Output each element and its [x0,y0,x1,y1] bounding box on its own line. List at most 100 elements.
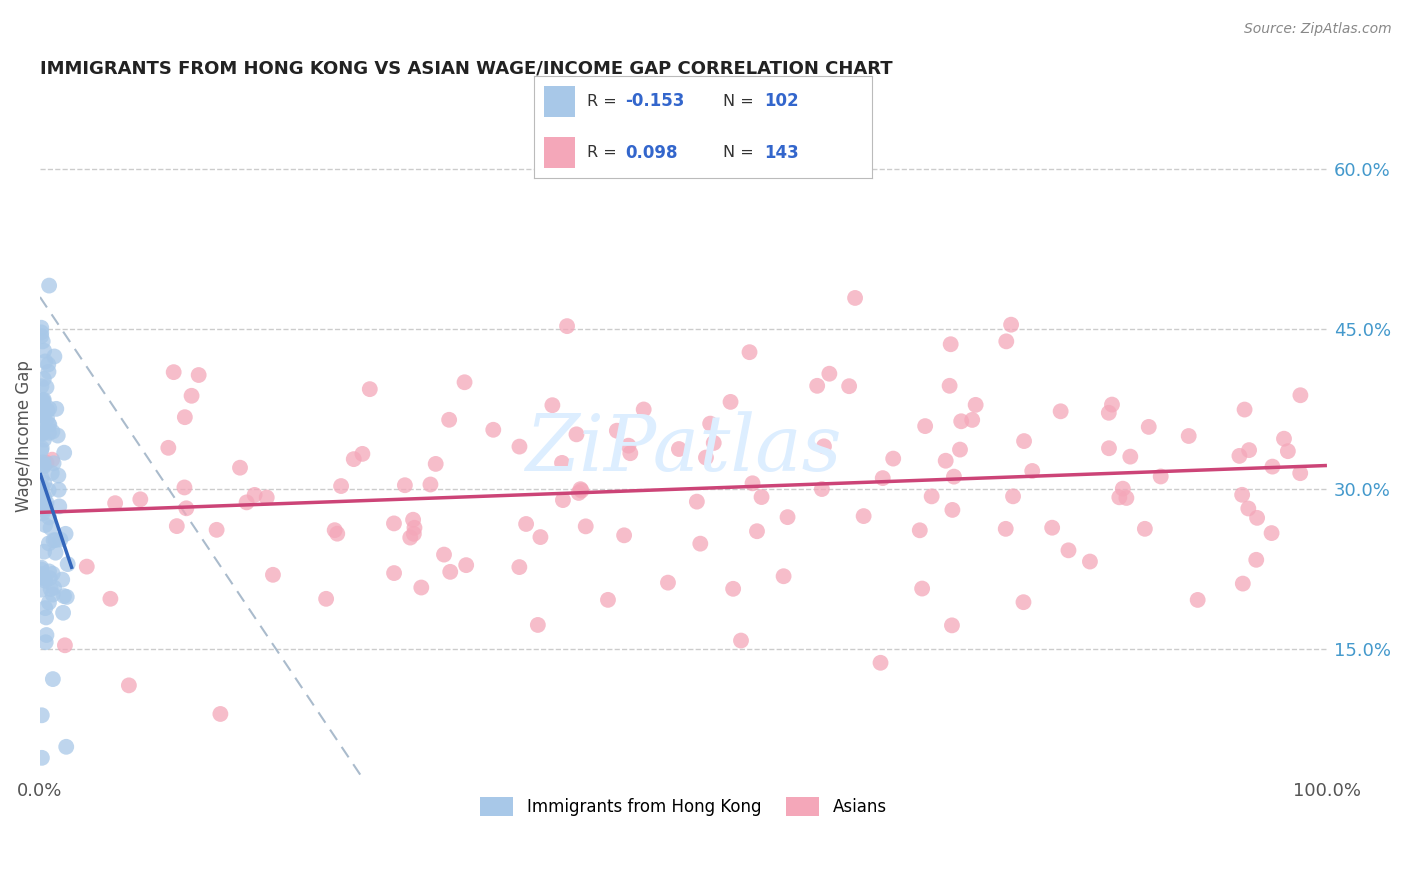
Point [541,398,564,412]
Point [30,379,52,393]
Point [35,411,58,425]
Point [32,410,55,425]
Point [995,334,1018,349]
Point [575,519,598,533]
Point [48,500,70,514]
Point [31,708,53,723]
Point [326,526,349,541]
Point [941,618,963,632]
Point [619,446,641,460]
Point [529,530,551,544]
Point [157,441,180,455]
Point [1049,404,1071,418]
Point [56,557,79,571]
Point [41,466,63,480]
Point [46,428,69,442]
Point [1260,526,1282,541]
Point [30,560,52,574]
Point [315,591,337,606]
Point [382,516,405,531]
Point [30,567,52,582]
Point [730,633,752,648]
Point [950,414,973,428]
Point [1108,491,1130,505]
Point [1040,521,1063,535]
Point [30,326,52,340]
Point [935,454,957,468]
Point [30,401,52,416]
Point [35,610,58,624]
Point [55,526,77,541]
Point [235,495,257,509]
Point [30,425,52,440]
Point [738,345,761,359]
Point [343,452,366,467]
Point [1012,595,1035,609]
Point [1133,522,1156,536]
Point [1237,443,1260,458]
Point [256,491,278,505]
Point [205,523,228,537]
Point [30,490,52,504]
Point [32,433,55,447]
Point [1230,488,1253,502]
Point [31,498,53,512]
Point [394,478,416,492]
Point [163,365,186,379]
Point [31,507,53,521]
Point [1078,555,1101,569]
Point [838,379,860,393]
Point [569,482,592,496]
Point [1115,491,1137,505]
Point [439,565,461,579]
Point [994,522,1017,536]
Point [30,482,52,496]
Point [1101,398,1123,412]
Point [818,367,841,381]
Point [55,739,77,754]
Point [686,494,709,508]
Point [703,436,725,450]
Point [939,337,962,351]
Point [425,457,447,471]
Point [52,606,75,620]
Point [515,516,537,531]
Point [32,372,55,386]
Text: ZiPatlas: ZiPatlas [526,411,842,487]
Point [359,382,381,396]
Point [1244,553,1267,567]
Point [30,409,52,423]
Point [209,706,232,721]
Point [41,566,63,581]
Point [433,548,456,562]
Point [38,510,60,524]
Point [100,591,122,606]
Point [37,365,59,379]
Point [402,513,425,527]
Point [720,395,742,409]
FancyBboxPatch shape [544,137,575,168]
Legend: Immigrants from Hong Kong, Asians: Immigrants from Hong Kong, Asians [474,790,894,823]
Point [32,392,55,407]
Point [745,524,768,539]
Point [48,468,70,483]
Point [914,419,936,434]
Point [806,379,828,393]
Point [551,456,574,470]
Point [45,546,67,560]
Point [30,409,52,424]
Point [689,536,711,550]
Point [437,413,460,427]
Point [869,656,891,670]
Point [53,638,76,652]
Point [482,423,505,437]
Point [129,492,152,507]
Point [51,573,73,587]
Point [1237,501,1260,516]
Y-axis label: Wage/Income Gap: Wage/Income Gap [15,359,32,512]
Point [41,588,63,602]
Point [35,456,58,470]
Point [31,470,53,484]
Point [35,499,58,513]
Point [941,503,963,517]
